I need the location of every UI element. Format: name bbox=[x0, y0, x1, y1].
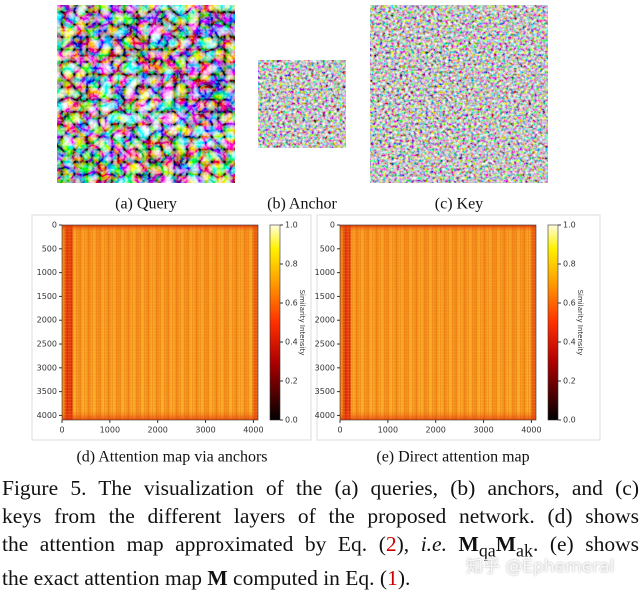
heatmap-caption: (d) Attention map via anchors bbox=[76, 449, 267, 466]
caption-text: the attention map approximated by Eq. ( bbox=[2, 532, 386, 556]
colorbar-tick-label: 0.4 bbox=[285, 338, 298, 347]
y-tick-label: 500 bbox=[320, 244, 335, 253]
math: M bbox=[495, 532, 517, 556]
figure-caption: Figure 5. The visualization of the (a) q… bbox=[2, 474, 639, 592]
query-image bbox=[57, 5, 235, 183]
colorbar-tick-label: 0.2 bbox=[285, 377, 298, 386]
colorbar-tick-label: 1.0 bbox=[563, 221, 576, 230]
colorbar-tick-label: 0.6 bbox=[285, 299, 298, 308]
colorbar-label: Similarity Intensity bbox=[576, 290, 584, 356]
image-caption: (c) Key bbox=[435, 196, 483, 213]
colorbar-tick-label: 0.8 bbox=[285, 260, 298, 269]
y-tick-label: 0 bbox=[52, 221, 57, 230]
y-tick-label: 3000 bbox=[315, 363, 335, 372]
colorbar-tick-label: 0.2 bbox=[563, 377, 576, 386]
math: M bbox=[458, 532, 479, 556]
x-tick-label: 1000 bbox=[378, 426, 398, 435]
image-caption: (b) Anchor bbox=[267, 196, 337, 213]
caption-text: the exact attention map bbox=[2, 566, 208, 591]
x-tick-label: 4000 bbox=[243, 426, 263, 435]
y-tick-label: 2500 bbox=[315, 340, 335, 349]
heatmap-edge bbox=[339, 224, 537, 421]
heatmap-edge bbox=[61, 224, 259, 421]
y-tick-label: 1500 bbox=[37, 292, 57, 301]
colorbar bbox=[547, 224, 559, 421]
colorbar-tick-label: 0.0 bbox=[285, 416, 298, 425]
x-tick-label: 1000 bbox=[100, 426, 120, 435]
colorbar-tick-label: 0.0 bbox=[563, 416, 576, 425]
y-tick-label: 0 bbox=[330, 221, 335, 230]
colorbar-tick-label: 0.8 bbox=[563, 260, 576, 269]
y-tick-label: 3000 bbox=[37, 363, 57, 372]
x-tick-label: 0 bbox=[337, 426, 342, 435]
colorbar-tick-label: 0.4 bbox=[563, 338, 576, 347]
watermark: 知乎 @Ephemeral bbox=[466, 557, 615, 577]
y-tick-label: 1000 bbox=[315, 268, 335, 277]
x-tick-label: 2000 bbox=[148, 426, 168, 435]
math-sub: qa bbox=[478, 540, 496, 561]
caption-line: the attention map approximated by Eq. (2… bbox=[2, 530, 639, 564]
figure: (a) Query (b) Anchor (c) Key 0 500 1000 1500 20… bbox=[31, 5, 601, 466]
y-tick-label: 3500 bbox=[315, 387, 335, 396]
heatmap-caption: (e) Direct attention map bbox=[376, 449, 529, 466]
caption-text: ). bbox=[397, 566, 411, 591]
colorbar-label: Similarity Intensity bbox=[298, 290, 306, 356]
panel-border bbox=[316, 214, 601, 441]
y-tick-label: 4000 bbox=[37, 411, 57, 420]
key-image bbox=[370, 5, 548, 183]
x-tick-label: 0 bbox=[59, 426, 64, 435]
y-tick-label: 1000 bbox=[37, 268, 57, 277]
panel-border bbox=[31, 214, 312, 441]
x-tick-label: 3000 bbox=[473, 426, 493, 435]
y-tick-label: 2000 bbox=[37, 316, 57, 325]
colorbar-tick-label: 0.6 bbox=[563, 299, 576, 308]
math: M bbox=[207, 566, 228, 591]
caption-text: ), bbox=[396, 532, 421, 556]
y-tick-label: 4000 bbox=[315, 411, 335, 420]
caption-text: computed in Eq. ( bbox=[227, 566, 388, 591]
y-tick-label: 2000 bbox=[315, 316, 335, 325]
x-tick-label: 2000 bbox=[426, 426, 446, 435]
x-tick-label: 4000 bbox=[521, 426, 541, 435]
y-tick-label: 500 bbox=[42, 244, 57, 253]
math-sub: ak bbox=[516, 540, 533, 561]
colorbar-tick-label: 1.0 bbox=[285, 221, 298, 230]
y-tick-label: 3500 bbox=[37, 387, 57, 396]
colorbar bbox=[269, 224, 281, 421]
image-caption: (a) Query bbox=[115, 196, 177, 213]
caption-text: i.e. bbox=[420, 532, 447, 556]
x-tick-label: 3000 bbox=[195, 426, 215, 435]
caption-line: Figure 5. The visualization of the (a) q… bbox=[2, 476, 639, 500]
caption-line: keys from the different layers of the pr… bbox=[2, 504, 639, 528]
equation-ref[interactable]: 1 bbox=[387, 566, 398, 591]
equation-ref[interactable]: 2 bbox=[385, 532, 397, 556]
y-tick-label: 1500 bbox=[315, 292, 335, 301]
y-tick-label: 2500 bbox=[37, 340, 57, 349]
caption-text: . (e) shows bbox=[532, 532, 640, 556]
caption-line: the exact attention map M computed in Eq… bbox=[2, 564, 639, 592]
anchor-image bbox=[258, 60, 346, 148]
